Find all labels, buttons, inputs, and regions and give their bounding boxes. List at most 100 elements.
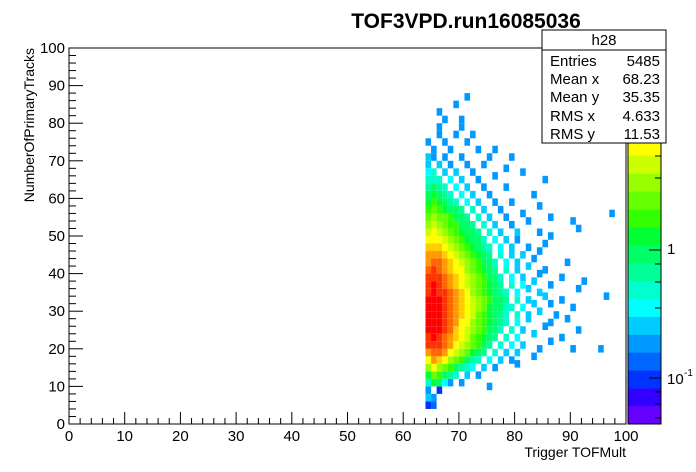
histogram-cell: [425, 296, 432, 304]
histogram-cell: [564, 314, 571, 323]
histogram-cell: [514, 236, 521, 244]
histogram-cell: [481, 281, 487, 289]
histogram-cell: [475, 288, 482, 297]
histogram-cell: [458, 266, 465, 274]
histogram-cell: [425, 160, 432, 169]
histogram-cell: [575, 326, 582, 334]
histogram-cell: [442, 266, 448, 274]
histogram-cell: [486, 243, 493, 252]
histogram-cell: [486, 281, 493, 289]
histogram-cell: [431, 356, 437, 364]
histogram-cell: [503, 333, 510, 342]
histogram-cell: [442, 303, 448, 312]
histogram-cell: [520, 303, 526, 312]
histogram-cell: [548, 213, 554, 221]
histogram-cell: [481, 341, 487, 349]
histogram-cell: [497, 318, 504, 327]
histogram-cell: [475, 258, 482, 267]
histogram-cell: [464, 160, 471, 169]
y-axis-label: NumberOfPrimaryTracks: [21, 48, 37, 202]
histogram-cell: [442, 371, 448, 379]
histogram-cell: [442, 296, 448, 304]
histogram-cell: [470, 303, 476, 312]
histogram-cell: [497, 273, 504, 282]
histogram-cell: [497, 296, 504, 304]
histogram-cell: [514, 333, 521, 342]
histogram-cell: [436, 296, 443, 304]
histogram-cell: [503, 258, 510, 267]
histogram-cell: [425, 311, 432, 319]
histogram-cell: [453, 183, 459, 191]
histogram-cell: [536, 202, 543, 210]
histogram-cell: [514, 311, 521, 319]
histogram-cell: [453, 311, 459, 319]
histogram-cell: [481, 348, 487, 357]
histogram-cell: [431, 153, 437, 161]
histogram-cell: [475, 326, 482, 334]
histogram-cell: [481, 303, 487, 312]
histogram-cell: [503, 296, 510, 304]
histogram-cell: [470, 326, 476, 334]
histogram-cell: [464, 93, 471, 101]
histogram-cell: [442, 251, 448, 259]
histogram-cell: [470, 243, 476, 252]
histogram-cell: [503, 164, 510, 173]
histogram-cell: [442, 356, 448, 364]
histogram-cell: [453, 341, 459, 349]
histogram-cell: [458, 175, 465, 184]
histogram-cell: [470, 168, 476, 176]
histogram-cell: [425, 326, 432, 334]
histogram-cell: [486, 311, 493, 319]
histogram-cell: [442, 153, 448, 161]
histogram-cell: [447, 281, 454, 289]
histogram-cell: [425, 198, 432, 206]
histogram-cell: [536, 307, 543, 315]
x-tick-label: 50: [339, 428, 356, 445]
histogram-cell: [436, 160, 443, 169]
histogram-cell: [425, 168, 432, 176]
histogram-cell: [431, 243, 437, 252]
histogram-cell: [470, 190, 476, 199]
histogram-cell: [458, 341, 465, 349]
histogram-cell: [497, 205, 504, 214]
histogram-cell: [509, 326, 515, 334]
histogram-cell: [481, 205, 487, 214]
histogram-cell: [436, 213, 443, 221]
histogram-cell: [503, 236, 510, 244]
stats-label-mean-y: Mean y: [550, 89, 600, 106]
histogram-cell: [442, 311, 448, 319]
histogram-cell: [553, 311, 560, 319]
histogram-cell: [548, 232, 554, 240]
histogram-cell: [431, 371, 437, 379]
histogram-cell: [509, 251, 515, 259]
palette-segment: [628, 155, 661, 174]
histogram-cell: [447, 348, 454, 357]
histogram-cell: [509, 220, 515, 229]
histogram-cell: [475, 281, 482, 289]
histogram-cell: [525, 311, 532, 319]
histogram-cell: [447, 220, 454, 229]
histogram-cell: [470, 363, 476, 372]
histogram-cell: [436, 205, 443, 214]
histogram-cell: [503, 348, 510, 357]
histogram-cell: [425, 138, 432, 146]
palette-segment: [628, 298, 661, 317]
histogram-cell: [525, 243, 532, 252]
histogram-cell: [492, 258, 498, 267]
histogram-cell: [431, 205, 437, 214]
histogram-cell: [492, 172, 498, 180]
y-tick-label: 20: [48, 341, 65, 358]
histogram-cell: [609, 209, 615, 218]
histogram-cell: [464, 266, 471, 274]
histogram-cell: [458, 228, 465, 236]
y-tick-label: 30: [48, 303, 65, 320]
histogram-cell: [481, 251, 487, 259]
histogram-cell: [453, 258, 459, 267]
y-tick-label: 40: [48, 266, 65, 283]
histogram-cell: [570, 303, 576, 312]
histogram-cell: [492, 281, 498, 289]
histogram-cell: [486, 296, 493, 304]
histogram-cell: [470, 258, 476, 267]
histogram-cell: [453, 273, 459, 282]
